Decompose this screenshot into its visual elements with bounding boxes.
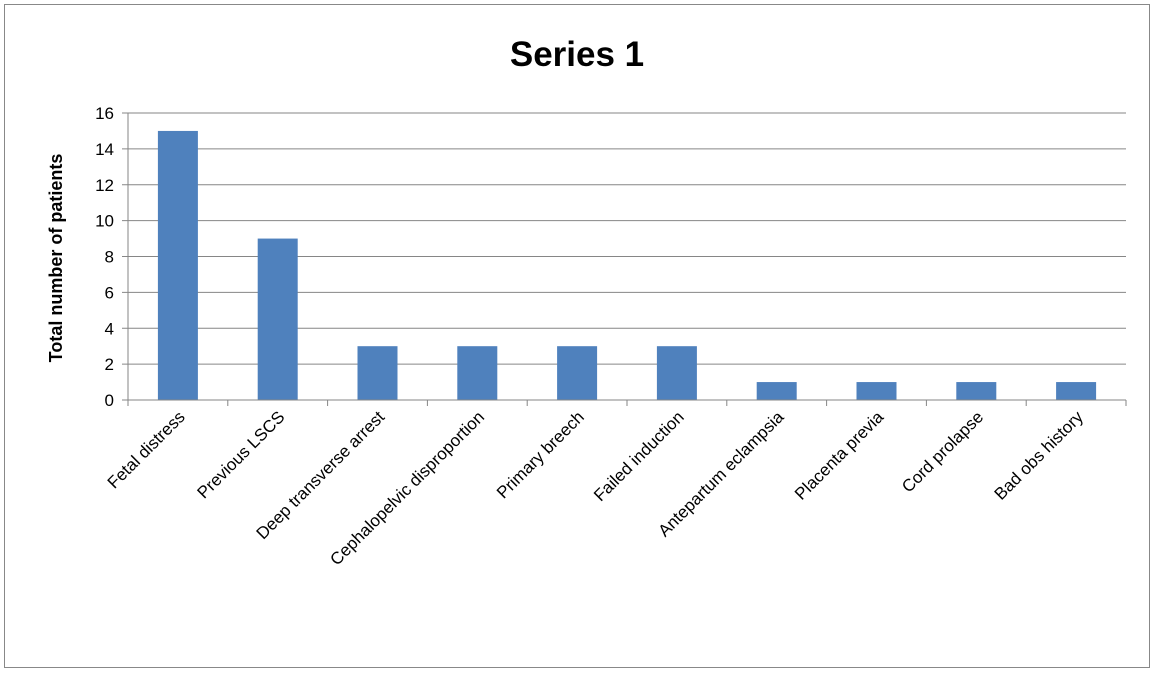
bar (856, 382, 897, 400)
chart-title: Series 1 (510, 35, 644, 74)
y-tick-label: 2 (105, 355, 114, 374)
bar (457, 346, 498, 400)
y-tick-label: 0 (105, 391, 114, 410)
axes (122, 112, 1127, 406)
bar (656, 346, 697, 400)
y-tick-label: 14 (95, 140, 114, 159)
bar (956, 382, 997, 400)
bar (756, 382, 797, 400)
x-category-label: Failed induction (590, 407, 688, 505)
bars (157, 130, 1097, 400)
x-category-label: Fetal distress (104, 407, 189, 492)
y-tick-label: 16 (95, 104, 114, 123)
y-tick-label: 6 (105, 283, 114, 302)
x-category-label: Cord prolapse (898, 407, 987, 496)
y-tick-label: 12 (95, 176, 114, 195)
bar (157, 130, 198, 400)
y-axis-title: Total number of patients (46, 154, 66, 363)
y-tick-label: 4 (105, 319, 114, 338)
x-category-label: Bad obs history (991, 407, 1088, 504)
y-tick-label: 8 (105, 248, 114, 267)
bar (1056, 382, 1097, 400)
y-axis-tick-labels: 0 2 4 6 8 10 12 14 16 (95, 104, 114, 410)
bar (557, 346, 598, 400)
x-category-label: Placenta previa (791, 407, 888, 504)
bar (357, 346, 398, 400)
y-tick-label: 10 (95, 212, 114, 231)
x-category-label: Primary breech (493, 407, 588, 502)
bar (257, 238, 298, 400)
x-category-label: Previous LSCS (194, 407, 289, 502)
